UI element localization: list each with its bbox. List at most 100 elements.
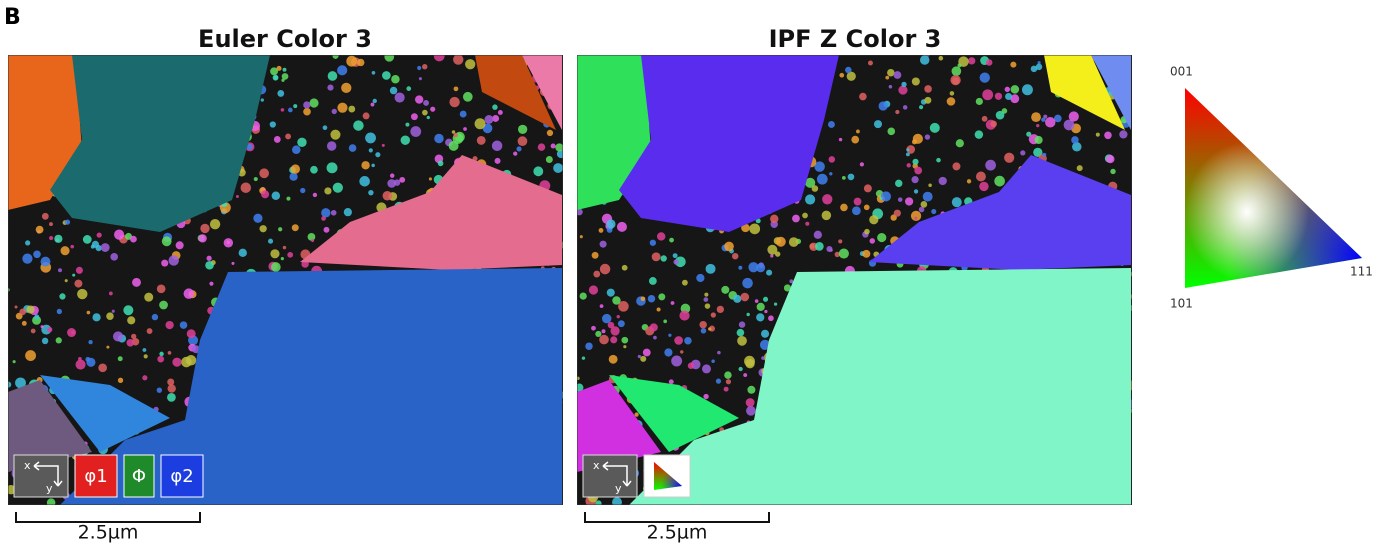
grain xyxy=(673,253,678,258)
grain xyxy=(839,248,849,258)
grain xyxy=(463,92,473,102)
grain xyxy=(1005,93,1012,100)
grain xyxy=(270,249,279,258)
grain xyxy=(363,112,370,119)
grain xyxy=(271,262,281,272)
grain xyxy=(268,239,273,244)
grain xyxy=(764,310,767,313)
grain xyxy=(1022,84,1033,95)
grain xyxy=(756,313,764,321)
grain xyxy=(438,161,444,167)
grain xyxy=(950,91,955,96)
grain xyxy=(161,260,168,267)
scale-label: 2.5µm xyxy=(78,522,139,544)
legend-label: φ2 xyxy=(170,466,193,487)
grain xyxy=(297,138,306,147)
grain xyxy=(919,105,923,109)
grain xyxy=(674,336,683,345)
grain xyxy=(658,293,665,300)
grain xyxy=(638,355,641,358)
legend-label: Φ xyxy=(132,466,146,487)
grain xyxy=(994,176,1005,187)
grain xyxy=(344,208,352,216)
grain xyxy=(671,301,675,305)
grain xyxy=(805,222,809,226)
grain xyxy=(41,257,51,267)
grain xyxy=(463,127,467,131)
grain xyxy=(19,308,26,315)
grain xyxy=(186,355,197,366)
grain xyxy=(936,158,941,163)
grain xyxy=(976,98,983,105)
grain xyxy=(599,228,604,233)
grain xyxy=(187,329,196,338)
grain xyxy=(144,354,148,358)
grain xyxy=(599,335,609,345)
grain xyxy=(57,309,62,314)
grain xyxy=(721,286,729,294)
legend-label: φ1 xyxy=(84,466,107,487)
grain xyxy=(22,253,32,263)
grain xyxy=(321,208,330,217)
grain xyxy=(768,315,774,321)
grain xyxy=(580,235,583,238)
grain xyxy=(757,303,765,311)
grain xyxy=(118,378,123,383)
grain xyxy=(88,340,92,344)
grain xyxy=(42,338,48,344)
grain xyxy=(914,217,917,220)
grain xyxy=(673,259,678,264)
grain xyxy=(292,145,301,154)
grain xyxy=(696,274,704,282)
grain xyxy=(640,356,646,362)
grain xyxy=(622,265,628,271)
toolbar: x y φ1 Φ φ2 xyxy=(14,455,203,497)
grain xyxy=(200,224,209,233)
grain xyxy=(109,292,113,296)
grain xyxy=(1042,153,1046,157)
grain xyxy=(770,254,773,257)
grain xyxy=(142,375,147,380)
grain xyxy=(839,73,844,78)
grain xyxy=(259,168,269,178)
grain xyxy=(184,288,195,299)
grain xyxy=(732,253,738,259)
grain xyxy=(985,160,996,171)
grain xyxy=(738,266,742,270)
map-title: Euler Color 3 xyxy=(198,25,372,53)
grain xyxy=(292,224,299,231)
grain xyxy=(369,148,373,152)
grain xyxy=(1106,155,1114,163)
grain xyxy=(671,356,682,367)
grain xyxy=(162,236,172,246)
grain xyxy=(705,303,711,309)
grain xyxy=(538,143,545,150)
grain xyxy=(739,367,743,371)
grain xyxy=(839,138,842,141)
grain xyxy=(802,213,808,219)
grain xyxy=(748,262,758,272)
grain xyxy=(49,236,53,240)
grain xyxy=(770,215,778,223)
grain xyxy=(766,270,772,276)
grain xyxy=(817,174,828,185)
grain xyxy=(516,146,521,151)
grain xyxy=(982,89,993,100)
grain xyxy=(1036,64,1042,70)
grain xyxy=(168,384,176,392)
grain xyxy=(789,237,799,247)
grain xyxy=(49,222,53,226)
grain xyxy=(919,207,925,213)
grain xyxy=(106,312,114,320)
grain xyxy=(914,189,918,193)
grain xyxy=(887,128,895,136)
grain xyxy=(152,314,158,320)
grain xyxy=(328,71,338,81)
grain xyxy=(382,144,385,147)
grain xyxy=(982,116,988,122)
grain xyxy=(147,328,153,334)
grain xyxy=(327,85,333,91)
grain xyxy=(434,51,445,62)
grain xyxy=(56,337,62,343)
grain xyxy=(101,243,110,252)
